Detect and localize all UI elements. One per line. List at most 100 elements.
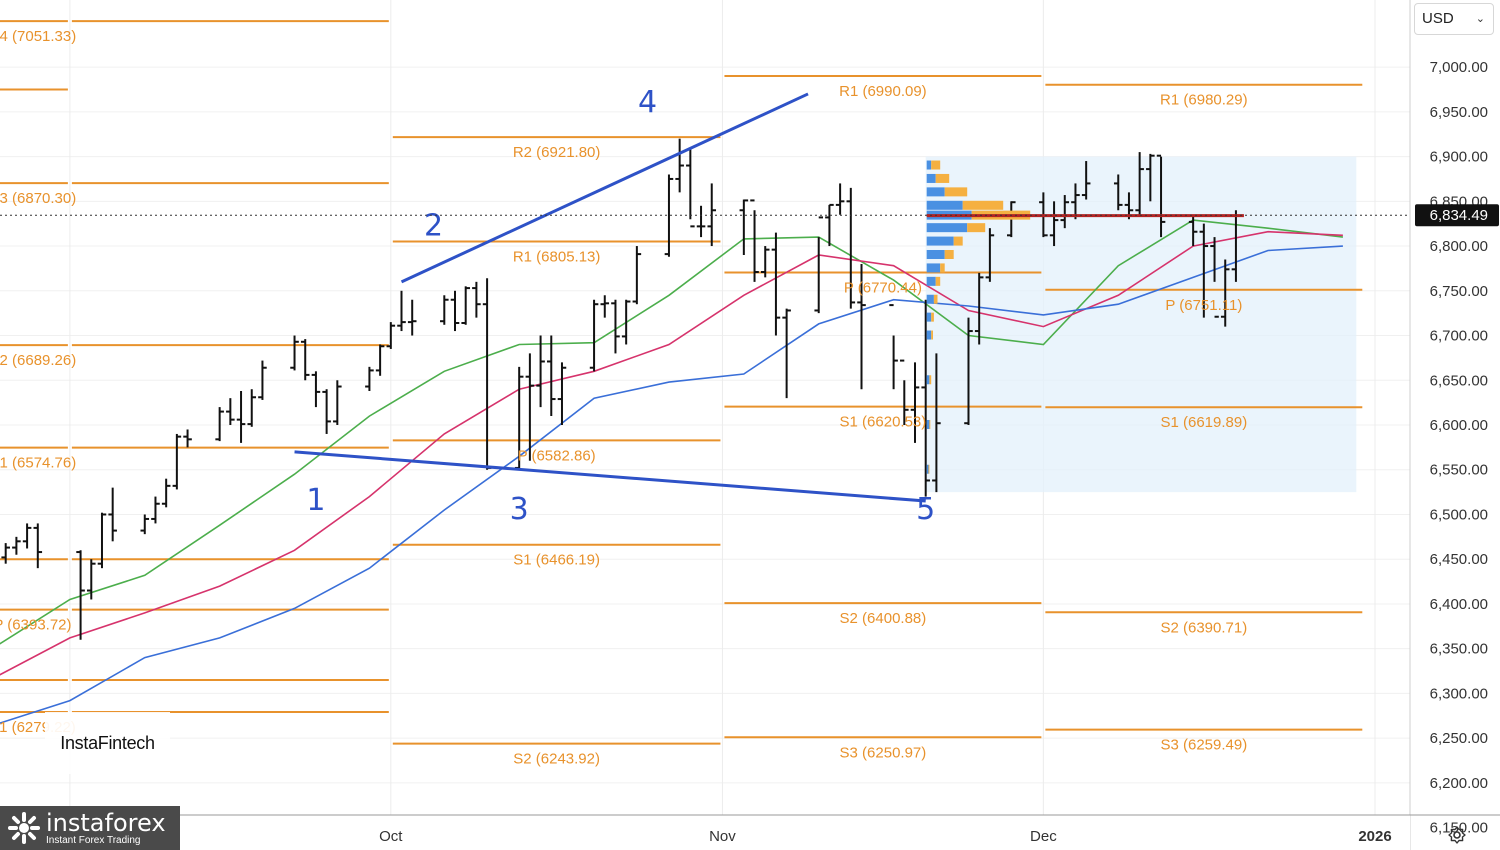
ohlc-bar — [407, 299, 417, 336]
volume-profile-row — [926, 294, 934, 304]
volume-profile-row — [926, 330, 932, 340]
ohlc-bar — [333, 380, 342, 425]
last-price-label: 6,834.49 — [1430, 207, 1488, 224]
ohlc-bar — [632, 246, 642, 305]
ohlc-bar — [557, 362, 567, 425]
ohlc-bar — [300, 339, 310, 381]
ohlc-bar — [664, 174, 674, 257]
ohlc-bar — [461, 286, 470, 325]
instaforex-logo-icon — [8, 812, 40, 844]
price-tick-label: 6,750.00 — [1430, 283, 1488, 300]
ohlc-bar — [258, 360, 267, 400]
ohlc-bar — [290, 335, 299, 371]
volume-profile-row — [926, 223, 968, 233]
volume-profile-row — [926, 420, 930, 429]
last-price-badge — [1415, 204, 1499, 227]
ohlc-bar — [140, 514, 150, 535]
pivot-label: S1 (6619.89) — [1160, 414, 1247, 431]
ohlc-bar — [22, 523, 32, 549]
ohlc-bar — [1081, 161, 1091, 200]
moving-average-line — [0, 219, 1343, 645]
pivot-label: S2 (6400.88) — [840, 610, 927, 627]
wave-label: 5 — [916, 492, 935, 527]
ohlc-bar — [215, 407, 224, 442]
price-tick-label: 6,200.00 — [1430, 775, 1488, 792]
ohlc-bar — [696, 205, 706, 238]
pivot-label: S1 (6466.19) — [513, 552, 600, 569]
ohlc-bar — [825, 203, 834, 247]
ohlc-bar — [985, 228, 995, 282]
brand-tagline: Instant Forex Trading — [46, 834, 141, 846]
price-axis: 7,000.006,950.006,900.006,850.006,800.00… — [1409, 0, 1500, 850]
price-tick-label: 6,800.00 — [1430, 238, 1488, 255]
gear-icon[interactable] — [1446, 824, 1468, 846]
ohlc-bar — [814, 216, 823, 314]
price-axis-background — [1410, 0, 1500, 850]
time-tick-label: Nov — [709, 828, 736, 845]
ohlc-bar — [589, 299, 599, 372]
volume-profile-row — [929, 420, 931, 429]
time-axis-background — [0, 815, 1410, 850]
wave-lines — [294, 92, 926, 503]
ohlc-bar — [386, 322, 396, 349]
ohlc-bar — [900, 359, 909, 425]
price-tick-label: 6,250.00 — [1430, 730, 1488, 747]
pivot-label: R1 (6980.29) — [1160, 92, 1248, 109]
pivot-label: R1 (6574.76) — [0, 455, 76, 472]
price-tick-label: 6,300.00 — [1430, 685, 1488, 702]
trend-line — [400, 92, 809, 284]
ohlc-bar — [686, 147, 695, 228]
moving-average-line — [0, 245, 1343, 724]
volume-profile-row — [967, 223, 986, 233]
ohlc-bar — [226, 398, 235, 425]
ohlc-bar — [835, 183, 845, 215]
pivot-label: S3 (6250.97) — [840, 744, 927, 761]
ohlc-bar — [161, 478, 171, 508]
ohlc-bar — [750, 199, 759, 282]
pivot-label: R2 (6921.80) — [513, 144, 601, 161]
ohlc-bar — [782, 308, 791, 399]
volume-profile-row — [953, 236, 963, 246]
price-tick-label: 6,950.00 — [1430, 104, 1488, 121]
ohlc-bar — [1220, 259, 1230, 327]
brand-name: instaforex — [46, 808, 166, 837]
price-tick-label: 6,400.00 — [1430, 596, 1488, 613]
volume-profile-row — [962, 200, 1004, 210]
ohlc-bar — [536, 335, 545, 408]
pivot-labels: R4 (7051.33) R3 (6870.30) R2 (6689.26) R1 (… — [0, 28, 1248, 850]
volume-profile-row — [935, 173, 950, 183]
volume-profile-row — [940, 263, 945, 273]
price-tick-label: 6,600.00 — [1430, 417, 1488, 434]
ohlc-bar — [450, 290, 460, 332]
volume-profile-row — [926, 173, 936, 183]
volume-profile-row — [926, 464, 929, 474]
volume-profile-row — [935, 276, 941, 286]
price-tick-label: 6,900.00 — [1430, 149, 1488, 166]
ohlc-bar — [472, 281, 481, 318]
ohlc-bar — [1113, 174, 1123, 211]
price-tick-label: 6,350.00 — [1430, 641, 1488, 658]
time-tick-label: Oct — [379, 828, 403, 845]
pivot-label: P (6770.44) — [844, 280, 922, 297]
ohlc-bar — [889, 304, 898, 390]
pivot-label: S3 (6259.49) — [1160, 737, 1247, 754]
ohlc-bar — [322, 389, 331, 434]
ohlc-bar — [964, 317, 973, 425]
wave-label: 4 — [638, 85, 657, 120]
pivot-label: P (6393.72) — [0, 617, 72, 634]
ohlc-bar — [932, 353, 941, 493]
volume-profile-row — [944, 250, 954, 259]
currency-dropdown[interactable]: USD ⌄ — [1414, 3, 1494, 35]
ohlc-bar — [1135, 152, 1144, 215]
volume-profile-row — [931, 160, 941, 170]
ohlc-bar — [921, 299, 930, 497]
ohlc-bar — [172, 433, 182, 490]
wave-label: 1 — [306, 483, 325, 518]
ohlc-bar — [375, 344, 385, 376]
ohlc-bar — [1188, 214, 1198, 247]
ohlc-bar — [1071, 183, 1080, 220]
ohlc-bar — [525, 353, 535, 461]
chevron-down-icon: ⌄ — [1475, 13, 1485, 25]
ohlc-bar — [33, 523, 43, 569]
